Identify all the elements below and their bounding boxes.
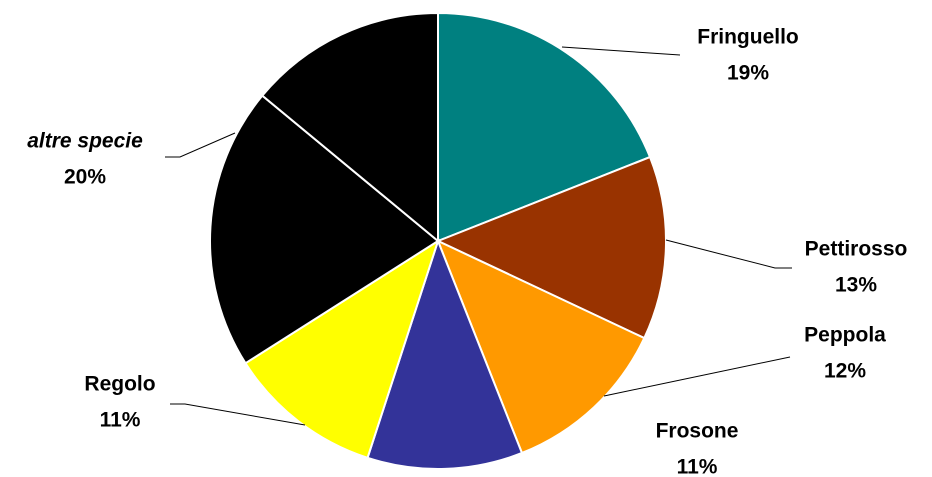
pie-slice — [209, 94, 440, 365]
leader-line — [170, 403, 306, 426]
leader-line — [603, 356, 791, 397]
pie-slice — [436, 239, 646, 455]
slice-label: altre specie — [27, 130, 143, 153]
slice-label: Fringuello — [697, 26, 799, 49]
slice-label: Regolo — [84, 373, 155, 396]
pie-slice — [435, 155, 667, 340]
slice-value-label: 12% — [824, 360, 866, 383]
leader-line — [665, 239, 792, 269]
slice-label: Frosone — [656, 420, 739, 443]
pie-slice — [260, 11, 439, 244]
pie-slice — [244, 238, 440, 460]
slice-value-label: 11% — [100, 409, 141, 432]
slice-value-label: 13% — [835, 274, 877, 297]
pie-slice — [366, 238, 524, 470]
leader-line — [165, 132, 236, 158]
slice-label: Pettirosso — [805, 238, 908, 261]
leader-line — [561, 46, 681, 56]
pie-slice — [437, 11, 652, 243]
slice-value-label: 11% — [677, 456, 718, 477]
slice-value-label: 20% — [64, 166, 106, 189]
slice-value-label: 19% — [727, 62, 769, 85]
slice-label: Peppola — [804, 324, 886, 347]
